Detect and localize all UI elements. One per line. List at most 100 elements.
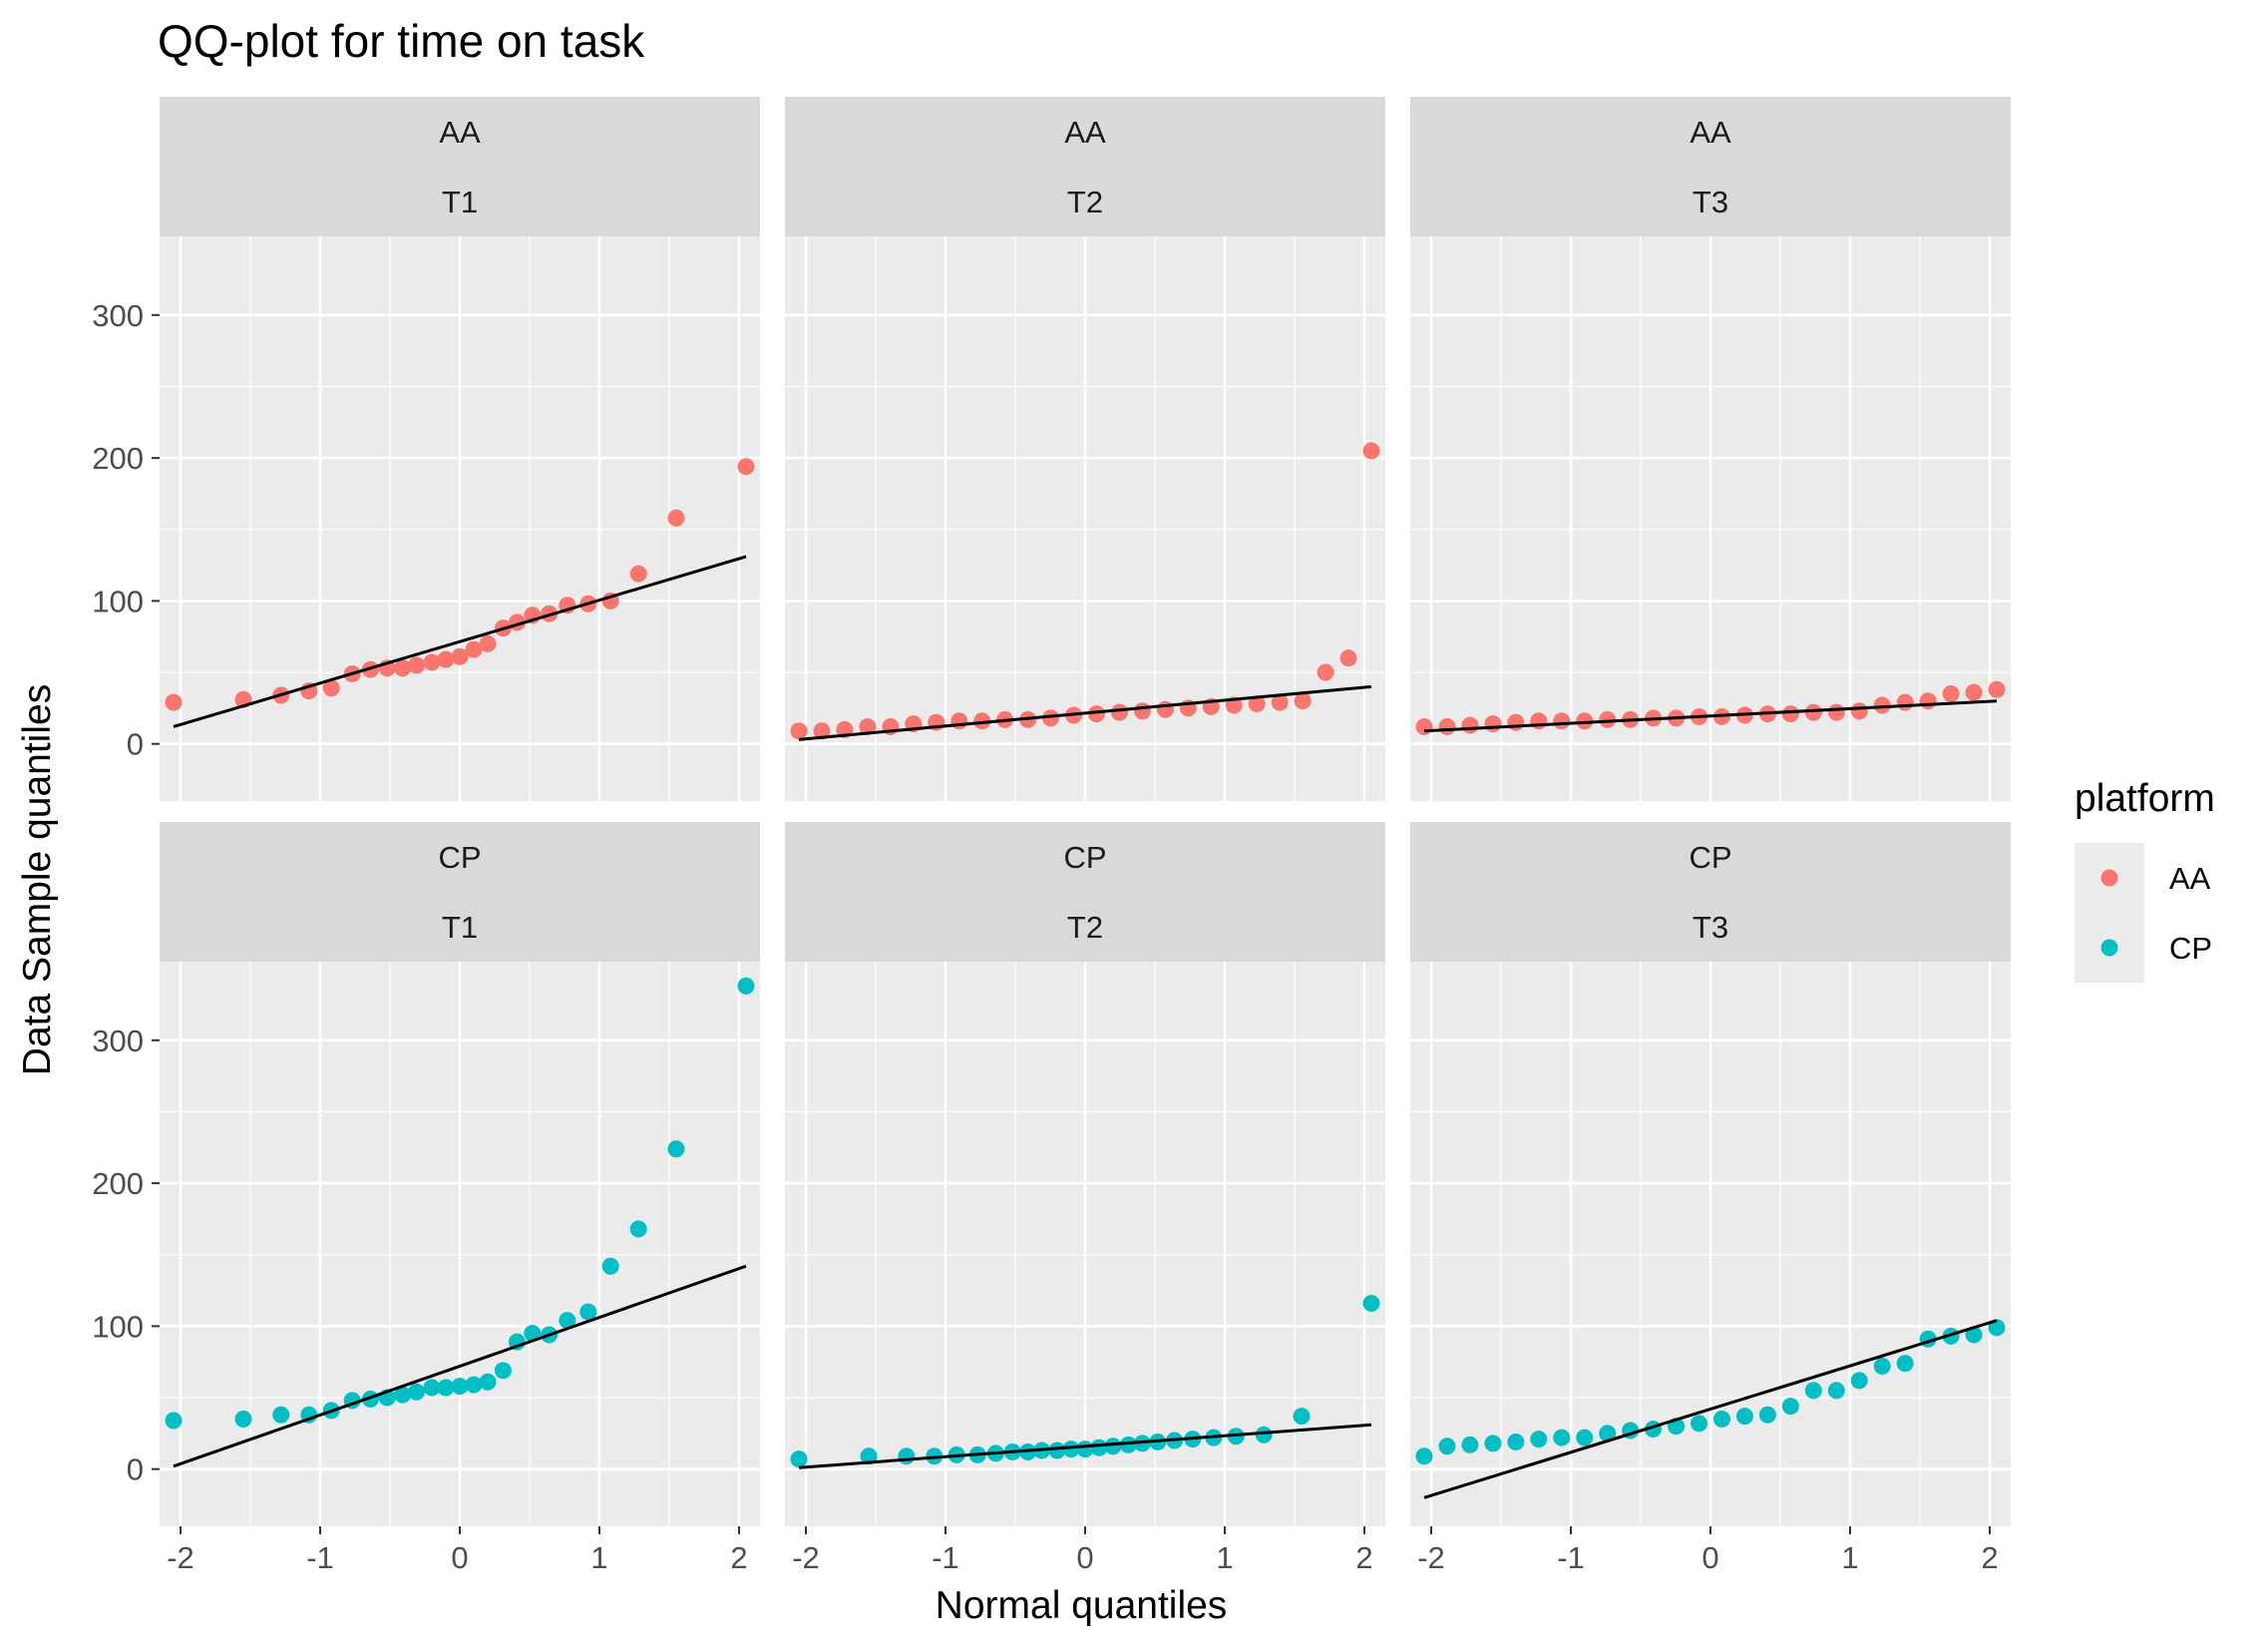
data-point: [1362, 1294, 1380, 1312]
data-point: [465, 1376, 483, 1394]
data-point: [1133, 702, 1151, 720]
strip-platform: [1410, 97, 2011, 167]
data-point: [1735, 1408, 1753, 1426]
y-tick-label: 100: [92, 584, 144, 618]
data-point: [408, 1383, 426, 1401]
x-tick-label: -2: [167, 1540, 194, 1575]
x-tick-label: 0: [1701, 1540, 1718, 1575]
strip-platform: [785, 822, 1385, 892]
data-point: [165, 1412, 183, 1430]
data-point: [1042, 709, 1060, 727]
legend-item-aa: AA: [2075, 843, 2211, 913]
data-point: [1317, 663, 1334, 681]
chart-title: QQ-plot for time on task: [158, 15, 645, 67]
legend-label: AA: [2169, 861, 2211, 896]
x-tick-label: -2: [1417, 1540, 1445, 1575]
data-point: [1294, 692, 1312, 710]
x-tick-label: 0: [451, 1540, 468, 1575]
legend-keys: AA CP: [2075, 843, 2212, 983]
data-point: [579, 1303, 597, 1321]
strip-task-label: T2: [1067, 910, 1103, 945]
y-tick-label: 0: [127, 727, 144, 762]
data-point: [1415, 1447, 1433, 1465]
data-point: [1576, 712, 1594, 730]
data-point: [629, 1220, 647, 1238]
facet-panel-aa-t3: AA T3: [1410, 97, 2011, 801]
data-point: [737, 977, 755, 995]
strip-platform: [160, 97, 760, 167]
data-point: [1988, 1319, 2006, 1337]
data-point: [1850, 1372, 1868, 1390]
data-point: [1896, 1355, 1914, 1373]
data-point: [1965, 1326, 1983, 1344]
data-point: [234, 1411, 252, 1429]
data-point: [667, 509, 685, 527]
qq-reference-line: [798, 1423, 1372, 1469]
data-point: [1781, 705, 1799, 723]
data-point: [950, 712, 968, 730]
data-point: [1599, 1425, 1617, 1442]
data-point: [1156, 700, 1174, 718]
data-point: [437, 650, 455, 668]
strip-platform-label: CP: [1063, 840, 1106, 875]
data-point: [1438, 717, 1456, 735]
data-point: [860, 1447, 878, 1465]
data-point: [790, 1450, 808, 1468]
facet-panel-cp-t3: CP T3 -2 -1 0 1 2: [1410, 822, 2011, 1575]
data-point: [1553, 712, 1571, 730]
data-point: [1110, 703, 1128, 721]
data-point: [1804, 703, 1822, 721]
data-point: [1919, 692, 1937, 710]
legend-key-dot: [2100, 939, 2118, 957]
data-point: [1087, 705, 1105, 723]
data-point: [1599, 710, 1617, 728]
data-point: [1530, 1431, 1548, 1448]
data-point: [165, 693, 183, 711]
y-tick-label: 200: [92, 441, 144, 476]
data-point: [1438, 1437, 1456, 1455]
data-point: [394, 1386, 412, 1404]
data-point: [272, 1406, 290, 1424]
x-tick-label: 0: [1076, 1540, 1093, 1575]
x-tick-label: 1: [1216, 1540, 1233, 1575]
data-point: [813, 722, 831, 740]
strip-task: [785, 892, 1385, 962]
data-point: [437, 1379, 455, 1397]
strip-platform-label: AA: [1064, 115, 1106, 150]
data-point: [859, 717, 877, 735]
data-point: [1530, 712, 1548, 730]
strip-platform-label: CP: [1689, 840, 1731, 875]
data-point: [1461, 1436, 1479, 1453]
legend-key-dot: [2100, 869, 2118, 887]
data-point: [1804, 1382, 1822, 1400]
qq-reference-line: [173, 1264, 747, 1468]
data-point: [1850, 702, 1868, 720]
qq-reference-line: [1423, 1319, 1998, 1499]
data-point: [451, 647, 469, 665]
qq-reference-line: [798, 684, 1372, 741]
y-tick-label: 100: [92, 1309, 144, 1344]
x-tick-label: 1: [590, 1540, 607, 1575]
data-point: [479, 1373, 497, 1391]
data-point: [629, 565, 647, 583]
data-point: [1415, 717, 1433, 735]
data-point: [1293, 1408, 1311, 1426]
data-point: [1553, 1429, 1571, 1446]
data-point: [1691, 1415, 1708, 1433]
qq-reference-line: [173, 555, 747, 728]
data-point: [1827, 703, 1845, 721]
data-point: [451, 1378, 469, 1396]
data-point: [1712, 1411, 1730, 1429]
data-point: [898, 1447, 916, 1465]
x-tick-label: -1: [932, 1540, 959, 1575]
y-tick-label: 300: [92, 298, 144, 333]
strip-task-label: T2: [1067, 185, 1103, 219]
data-point: [408, 656, 426, 674]
data-point: [1873, 696, 1891, 714]
x-tick-label: -2: [792, 1540, 820, 1575]
data-point: [559, 1312, 576, 1330]
x-tick-label: -1: [306, 1540, 334, 1575]
strip-platform: [1410, 822, 2011, 892]
legend-title: platform: [2075, 777, 2215, 820]
strip-platform-label: AA: [1690, 115, 1731, 150]
